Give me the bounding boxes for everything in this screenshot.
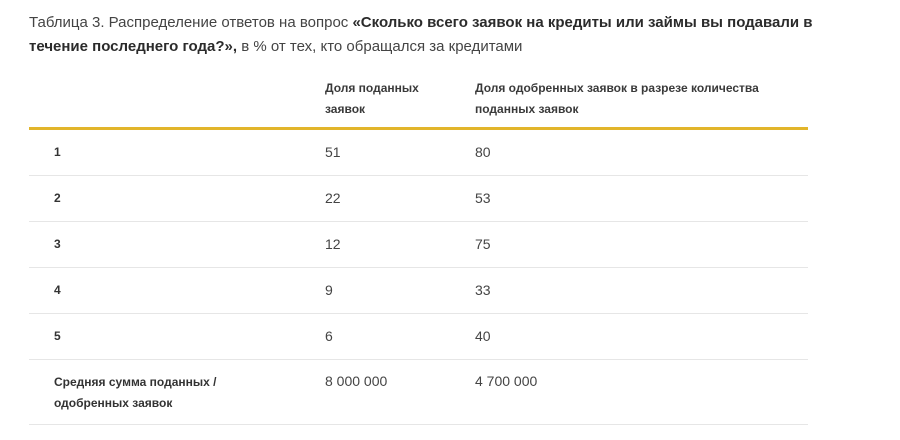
summary-approved: 4 700 000	[475, 373, 538, 389]
row-label: 2	[54, 191, 61, 205]
caption-prefix: Таблица 3. Распределение ответов на вопр…	[29, 14, 353, 31]
table-header-row: Доля поданных заявок Доля одобренных зая…	[29, 72, 808, 130]
row-submitted: 9	[325, 282, 333, 298]
table-caption: Таблица 3. Распределение ответов на вопр…	[29, 11, 849, 59]
table-row: 5 6 40	[29, 314, 808, 360]
row-label: 4	[54, 283, 61, 297]
caption-suffix: в % от тех, кто обращался за кредитами	[237, 38, 523, 55]
table-summary-row: Средняя сумма поданных / одобренных заяв…	[29, 360, 808, 425]
row-label: 1	[54, 145, 61, 159]
summary-label: Средняя сумма поданных / одобренных заяв…	[54, 375, 217, 410]
table-row: 3 12 75	[29, 222, 808, 268]
row-approved: 53	[475, 190, 491, 206]
caption-question: «Сколько всего заявок на кредиты или зай…	[29, 14, 813, 55]
row-approved: 33	[475, 282, 491, 298]
header-col-approved: Доля одобренных заявок в разрезе количес…	[475, 81, 759, 116]
row-label: 3	[54, 237, 61, 251]
row-submitted: 22	[325, 190, 341, 206]
summary-submitted: 8 000 000	[325, 373, 388, 389]
row-label: 5	[54, 329, 61, 343]
row-approved: 80	[475, 144, 491, 160]
data-table: Доля поданных заявок Доля одобренных зая…	[29, 72, 808, 425]
table-row: 2 22 53	[29, 176, 808, 222]
row-submitted: 51	[325, 144, 341, 160]
table-row: 4 9 33	[29, 268, 808, 314]
row-approved: 40	[475, 328, 491, 344]
row-submitted: 6	[325, 328, 333, 344]
row-submitted: 12	[325, 236, 341, 252]
header-col-submitted: Доля поданных заявок	[325, 81, 419, 116]
row-approved: 75	[475, 236, 491, 252]
table-row: 1 51 80	[29, 130, 808, 176]
